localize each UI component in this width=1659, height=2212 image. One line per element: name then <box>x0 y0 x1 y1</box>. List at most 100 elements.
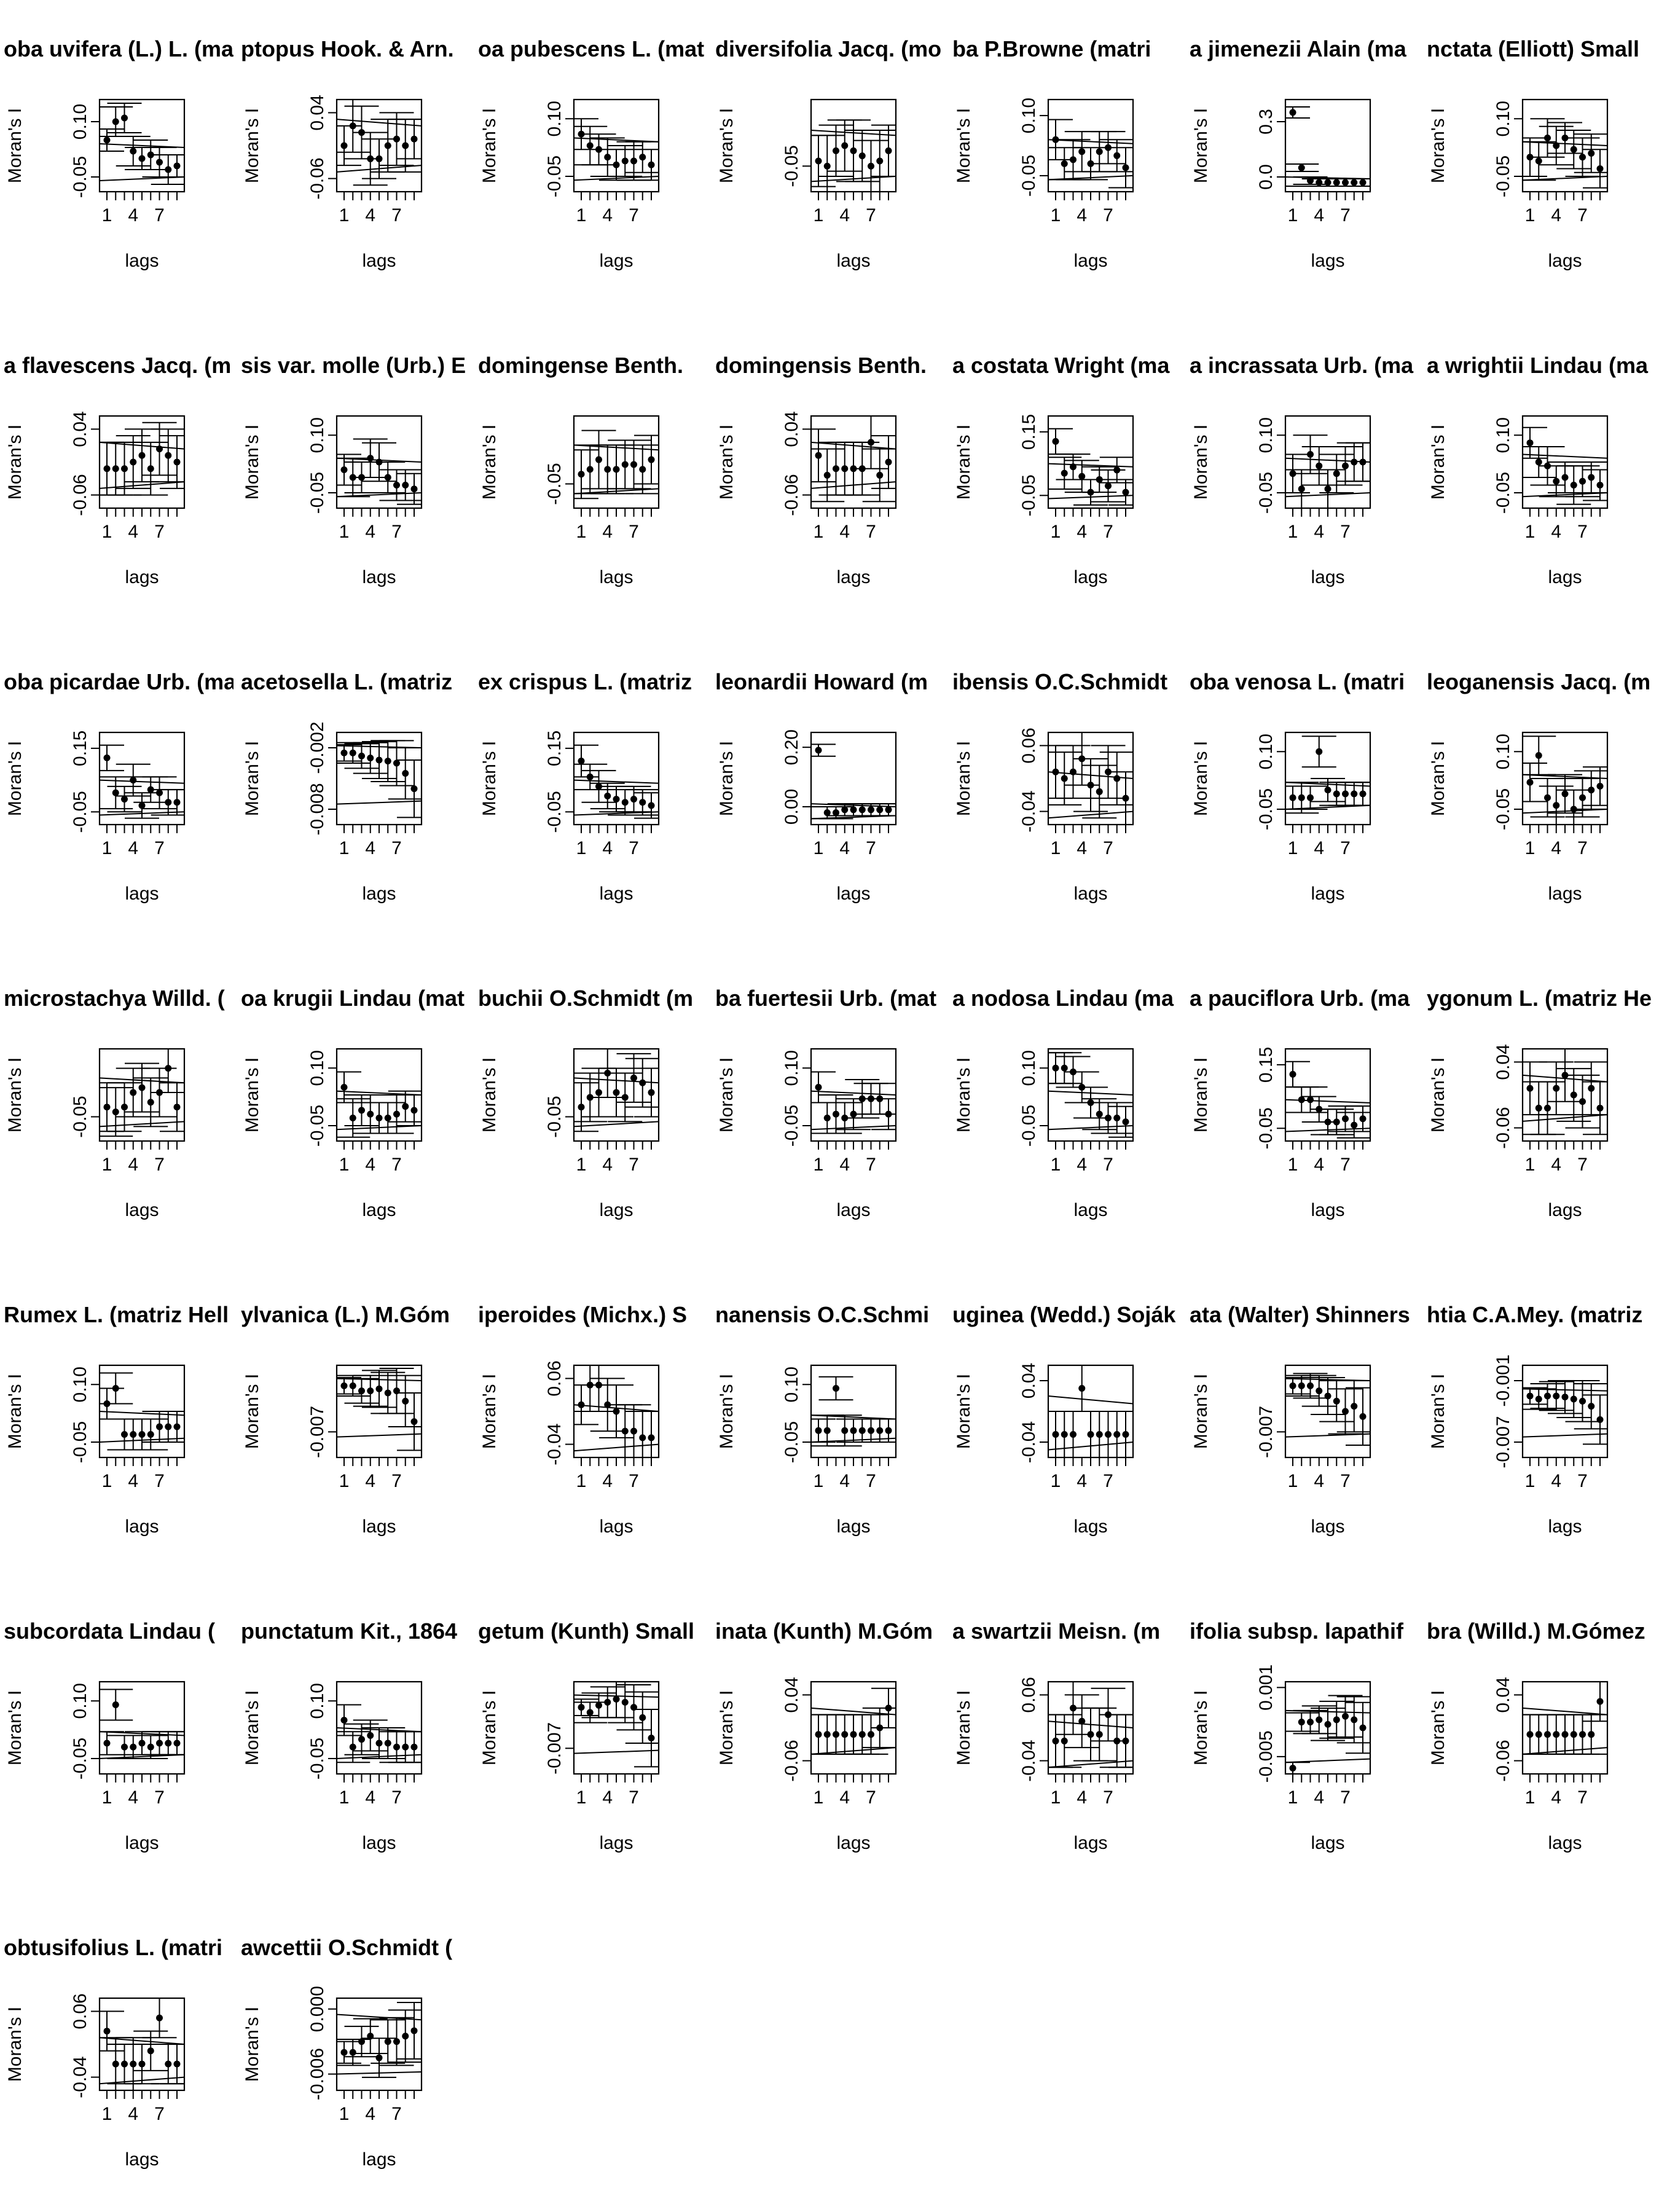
data-point <box>1078 148 1086 155</box>
y-tick-label: 0.10 <box>1493 734 1513 769</box>
y-axis-label: Moran's I <box>1428 1374 1448 1449</box>
data-point <box>833 1110 839 1118</box>
data-point <box>823 1115 831 1121</box>
panel-title: iperoides (Michx.) S <box>478 1302 687 1327</box>
data-point <box>1553 1392 1560 1400</box>
panel: obtusifolius L. (matri -0.04 0.06 Moran's I… <box>4 1935 222 2170</box>
data-point <box>639 466 646 473</box>
data-point <box>1333 1118 1340 1126</box>
x-tick-label: 7 <box>154 522 165 542</box>
data-point <box>1298 485 1305 493</box>
panel-title: ba fuertesii Urb. (mat <box>715 986 936 1011</box>
data-point <box>586 1709 594 1716</box>
data-point <box>1351 1403 1358 1410</box>
x-tick-label: 1 <box>1051 1787 1061 1808</box>
x-tick-label: 1 <box>1288 522 1298 542</box>
x-tick-label: 4 <box>365 522 375 542</box>
panel: iperoides (Michx.) S -0.04 0.06 Moran's I 1 4… <box>478 1302 687 1537</box>
band-upper <box>1048 139 1133 144</box>
data-point <box>1289 1765 1296 1772</box>
x-axis-label: lags <box>362 884 396 904</box>
data-point <box>1289 109 1296 116</box>
data-point <box>156 2014 163 2022</box>
x-tick-label: 7 <box>1577 1155 1588 1175</box>
plot-area <box>100 744 184 819</box>
data-point <box>604 154 611 161</box>
y-axis-label: Moran's I <box>1428 1690 1448 1765</box>
data-point <box>1070 156 1077 163</box>
y-axis-label: Moran's I <box>1428 108 1448 183</box>
data-point <box>367 1387 374 1395</box>
y-tick-label: 0.10 <box>307 417 327 453</box>
band-upper <box>337 2014 422 2021</box>
data-point <box>1579 477 1586 485</box>
y-tick-label: -0.05 <box>70 1096 90 1137</box>
data-point <box>604 792 611 799</box>
data-point <box>1535 157 1542 165</box>
data-point <box>112 2060 119 2068</box>
data-point <box>1570 1395 1577 1403</box>
x-tick-label: 4 <box>1077 1787 1087 1808</box>
data-point <box>1588 786 1595 794</box>
plot-area <box>574 429 659 500</box>
x-tick-label: 7 <box>629 1787 639 1808</box>
y-axis-label: Moran's I <box>1191 1057 1211 1132</box>
x-tick-label: 1 <box>1525 205 1535 226</box>
y-axis-label: Moran's I <box>954 1690 974 1765</box>
data-point <box>1544 135 1551 141</box>
data-point <box>349 749 356 756</box>
data-point <box>112 1385 119 1392</box>
x-tick-label: 1 <box>814 1787 824 1808</box>
data-point <box>850 1731 857 1738</box>
data-point <box>1113 152 1121 159</box>
y-tick-label: -0.001 <box>1493 1354 1513 1406</box>
data-point <box>1307 794 1314 801</box>
panel: oba picardae Urb. (mat -0.05 0.15 Moran's I… <box>4 669 233 904</box>
y-axis-label: Moran's I <box>716 741 737 816</box>
data-point <box>1535 458 1542 466</box>
x-tick-label: 4 <box>128 2104 138 2124</box>
data-point <box>850 1110 857 1118</box>
panel-title: subcordata Lindau ( <box>4 1618 215 1644</box>
data-point <box>384 1739 391 1747</box>
x-tick-label: 4 <box>128 1787 138 1808</box>
panel: a flavescens Jacq. (m -0.06 0.04 Moran's I 1… <box>4 353 231 587</box>
plot-frame <box>810 1364 897 1459</box>
panel: buchii O.Schmidt (m -0.05 Moran's I 1 4 7 lags <box>478 986 693 1220</box>
y-tick-label: 0.10 <box>1493 101 1513 136</box>
y-axis-label: Moran's I <box>242 425 262 500</box>
y-tick-label: 0.10 <box>1019 1050 1039 1086</box>
data-point <box>1333 1397 1340 1405</box>
x-tick-label: 7 <box>1103 1471 1113 1491</box>
data-point <box>885 1427 892 1434</box>
y-axis-label: Moran's I <box>716 1690 737 1765</box>
data-point <box>1324 1720 1332 1728</box>
data-point <box>1052 1064 1059 1072</box>
data-point <box>815 452 822 459</box>
data-point <box>103 2028 111 2035</box>
data-point <box>1324 179 1332 186</box>
band-upper <box>100 779 184 784</box>
y-tick-label: -0.05 <box>544 155 565 197</box>
x-tick-label: 1 <box>1288 205 1298 226</box>
x-axis-label: lags <box>599 1516 633 1537</box>
data-point <box>1096 1731 1103 1738</box>
data-point <box>1316 1387 1323 1395</box>
data-point <box>648 161 655 168</box>
x-tick-label: 7 <box>1340 522 1351 542</box>
data-point <box>595 783 602 790</box>
data-point <box>613 1695 620 1703</box>
plot-area <box>1523 426 1607 505</box>
y-axis-label: Moran's I <box>479 425 500 500</box>
data-point <box>173 1104 181 1111</box>
x-tick-label: 7 <box>866 1787 876 1808</box>
y-tick-label: 0.10 <box>307 1683 327 1719</box>
plot-area <box>100 422 184 496</box>
x-tick-label: 7 <box>1577 1787 1588 1808</box>
panel: microstachya Willd. (-0.05 Moran's I 1 4 7 la… <box>4 986 225 1220</box>
data-point <box>1570 1731 1577 1738</box>
data-point <box>173 162 181 170</box>
y-axis-label: Moran's I <box>5 1057 25 1132</box>
panel-title: nanensis O.C.Schmi <box>715 1302 929 1327</box>
y-tick-label: -0.05 <box>1256 788 1276 830</box>
